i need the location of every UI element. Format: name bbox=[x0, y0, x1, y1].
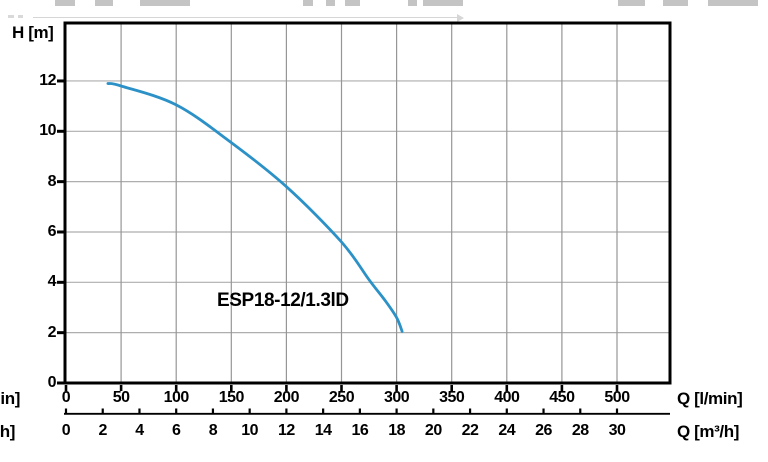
x-tick-label-lmin: 400 bbox=[494, 389, 520, 406]
x-axis-lmin-unit-label-cutoff: Q [l/min] bbox=[0, 389, 20, 408]
x-tick-label-lmin: 0 bbox=[61, 389, 71, 406]
x-tick-label-lmin: 500 bbox=[604, 389, 630, 406]
y-tick-label: 2 bbox=[47, 323, 57, 341]
y-tick-label: 12 bbox=[39, 71, 56, 89]
x-tick-label-lmin: 200 bbox=[273, 389, 300, 406]
x-tick-label-lmin: 450 bbox=[549, 389, 575, 406]
pump-model-label: ESP18-12/1.3lD bbox=[217, 290, 349, 311]
x-tick-label-m3h: 20 bbox=[424, 422, 442, 439]
cropped-text-fragment bbox=[326, 0, 335, 6]
y-tick-label: 10 bbox=[39, 122, 56, 140]
cropped-text-fragment bbox=[55, 0, 75, 6]
pump-curve bbox=[106, 82, 404, 333]
y-tick-label: 4 bbox=[47, 273, 57, 291]
faint-cropped-line bbox=[33, 17, 457, 18]
x-axis-lmin-unit-label: Q [l/min] bbox=[677, 389, 743, 408]
cropped-text-fragment bbox=[708, 0, 758, 6]
x-tick-label-lmin: 350 bbox=[439, 389, 465, 406]
y-tick-label: 6 bbox=[47, 222, 57, 240]
x-tick-label-lmin: 250 bbox=[328, 389, 355, 406]
y-axis-unit-label: H [m] bbox=[12, 23, 54, 42]
faint-arrowhead bbox=[457, 13, 464, 22]
x-tick-label-m3h: 14 bbox=[314, 422, 332, 439]
x-axis-m3h-unit-label-cutoff: Q [m³/h] bbox=[0, 422, 15, 441]
x-tick-label-m3h: 6 bbox=[171, 422, 181, 439]
x-tick-label-m3h: 18 bbox=[388, 422, 405, 439]
cropped-speck bbox=[8, 15, 14, 18]
x-tick-label-lmin: 100 bbox=[163, 389, 190, 406]
cropped-text-fragment bbox=[140, 0, 190, 6]
y-tick-label: 8 bbox=[47, 172, 57, 190]
x-tick-label-m3h: 26 bbox=[535, 422, 552, 439]
y-tick-label: 0 bbox=[47, 374, 57, 391]
cropped-text-fragment bbox=[618, 0, 645, 6]
cropped-text-fragment bbox=[663, 0, 688, 6]
cropped-text-fragment bbox=[303, 0, 313, 6]
x-tick-label-lmin: 300 bbox=[383, 389, 410, 406]
cropped-text-fragment bbox=[423, 0, 463, 6]
x-tick-label-m3h: 0 bbox=[61, 422, 71, 439]
x-tick-label-m3h: 12 bbox=[277, 422, 295, 439]
x-axis-m3h-unit-label: Q [m³/h] bbox=[677, 422, 739, 441]
cropped-text-fragment bbox=[95, 0, 113, 6]
x-tick-label-m3h: 24 bbox=[498, 422, 516, 439]
x-tick-label-m3h: 22 bbox=[461, 422, 479, 439]
x-tick-label-m3h: 16 bbox=[351, 422, 369, 439]
cropped-text-fragment bbox=[408, 0, 417, 6]
x-tick-label-m3h: 8 bbox=[208, 422, 218, 439]
x-tick-label-m3h: 30 bbox=[608, 422, 626, 439]
x-tick-label-lmin: 150 bbox=[218, 389, 245, 406]
cropped-text-fragment bbox=[345, 0, 360, 6]
plot-frame bbox=[63, 21, 672, 385]
x-tick-label-lmin: 50 bbox=[112, 389, 130, 406]
cropped-speck bbox=[18, 15, 23, 18]
x-tick-label-m3h: 2 bbox=[98, 422, 108, 439]
x-tick-label-m3h: 28 bbox=[571, 422, 589, 439]
x-tick-label-m3h: 10 bbox=[241, 422, 259, 439]
x-tick-label-m3h: 4 bbox=[135, 422, 144, 439]
